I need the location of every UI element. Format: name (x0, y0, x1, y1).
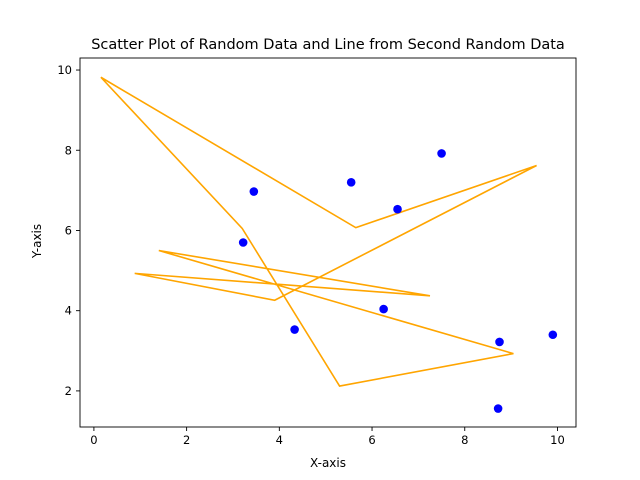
scatter-point (290, 325, 299, 334)
scatter-point (437, 149, 446, 158)
chart-title: Scatter Plot of Random Data and Line fro… (91, 37, 565, 53)
x-tick-label: 6 (368, 433, 375, 447)
line-series (100, 76, 537, 387)
plot-area (100, 76, 558, 413)
scatter-point (238, 238, 248, 247)
scatter-point (393, 204, 402, 214)
scatter-point (379, 304, 388, 314)
axes-frame (79, 57, 577, 428)
scatter-point (493, 404, 503, 413)
x-tick-label: 0 (90, 433, 97, 447)
x-tick-label: 2 (183, 433, 190, 447)
scatter-point (495, 337, 504, 347)
scatter-point (249, 187, 259, 196)
scatter-point (346, 178, 356, 187)
y-tick-label: 4 (65, 304, 72, 318)
y-tick-label: 6 (65, 223, 72, 237)
x-tick-label: 10 (550, 433, 565, 447)
x-tick-label: 4 (276, 433, 283, 447)
axes: 0 2 4 6 8 10 2 4 6 8 10 (57, 57, 577, 447)
x-axis-label: X-axis (310, 456, 346, 470)
y-tick-label: 8 (65, 143, 72, 157)
y-axis-label: Y-axis (30, 224, 44, 259)
y-tick-label: 2 (65, 384, 72, 398)
y-tick-label: 10 (57, 63, 72, 77)
scatter-point (548, 330, 558, 340)
x-tick-label: 8 (461, 433, 468, 447)
